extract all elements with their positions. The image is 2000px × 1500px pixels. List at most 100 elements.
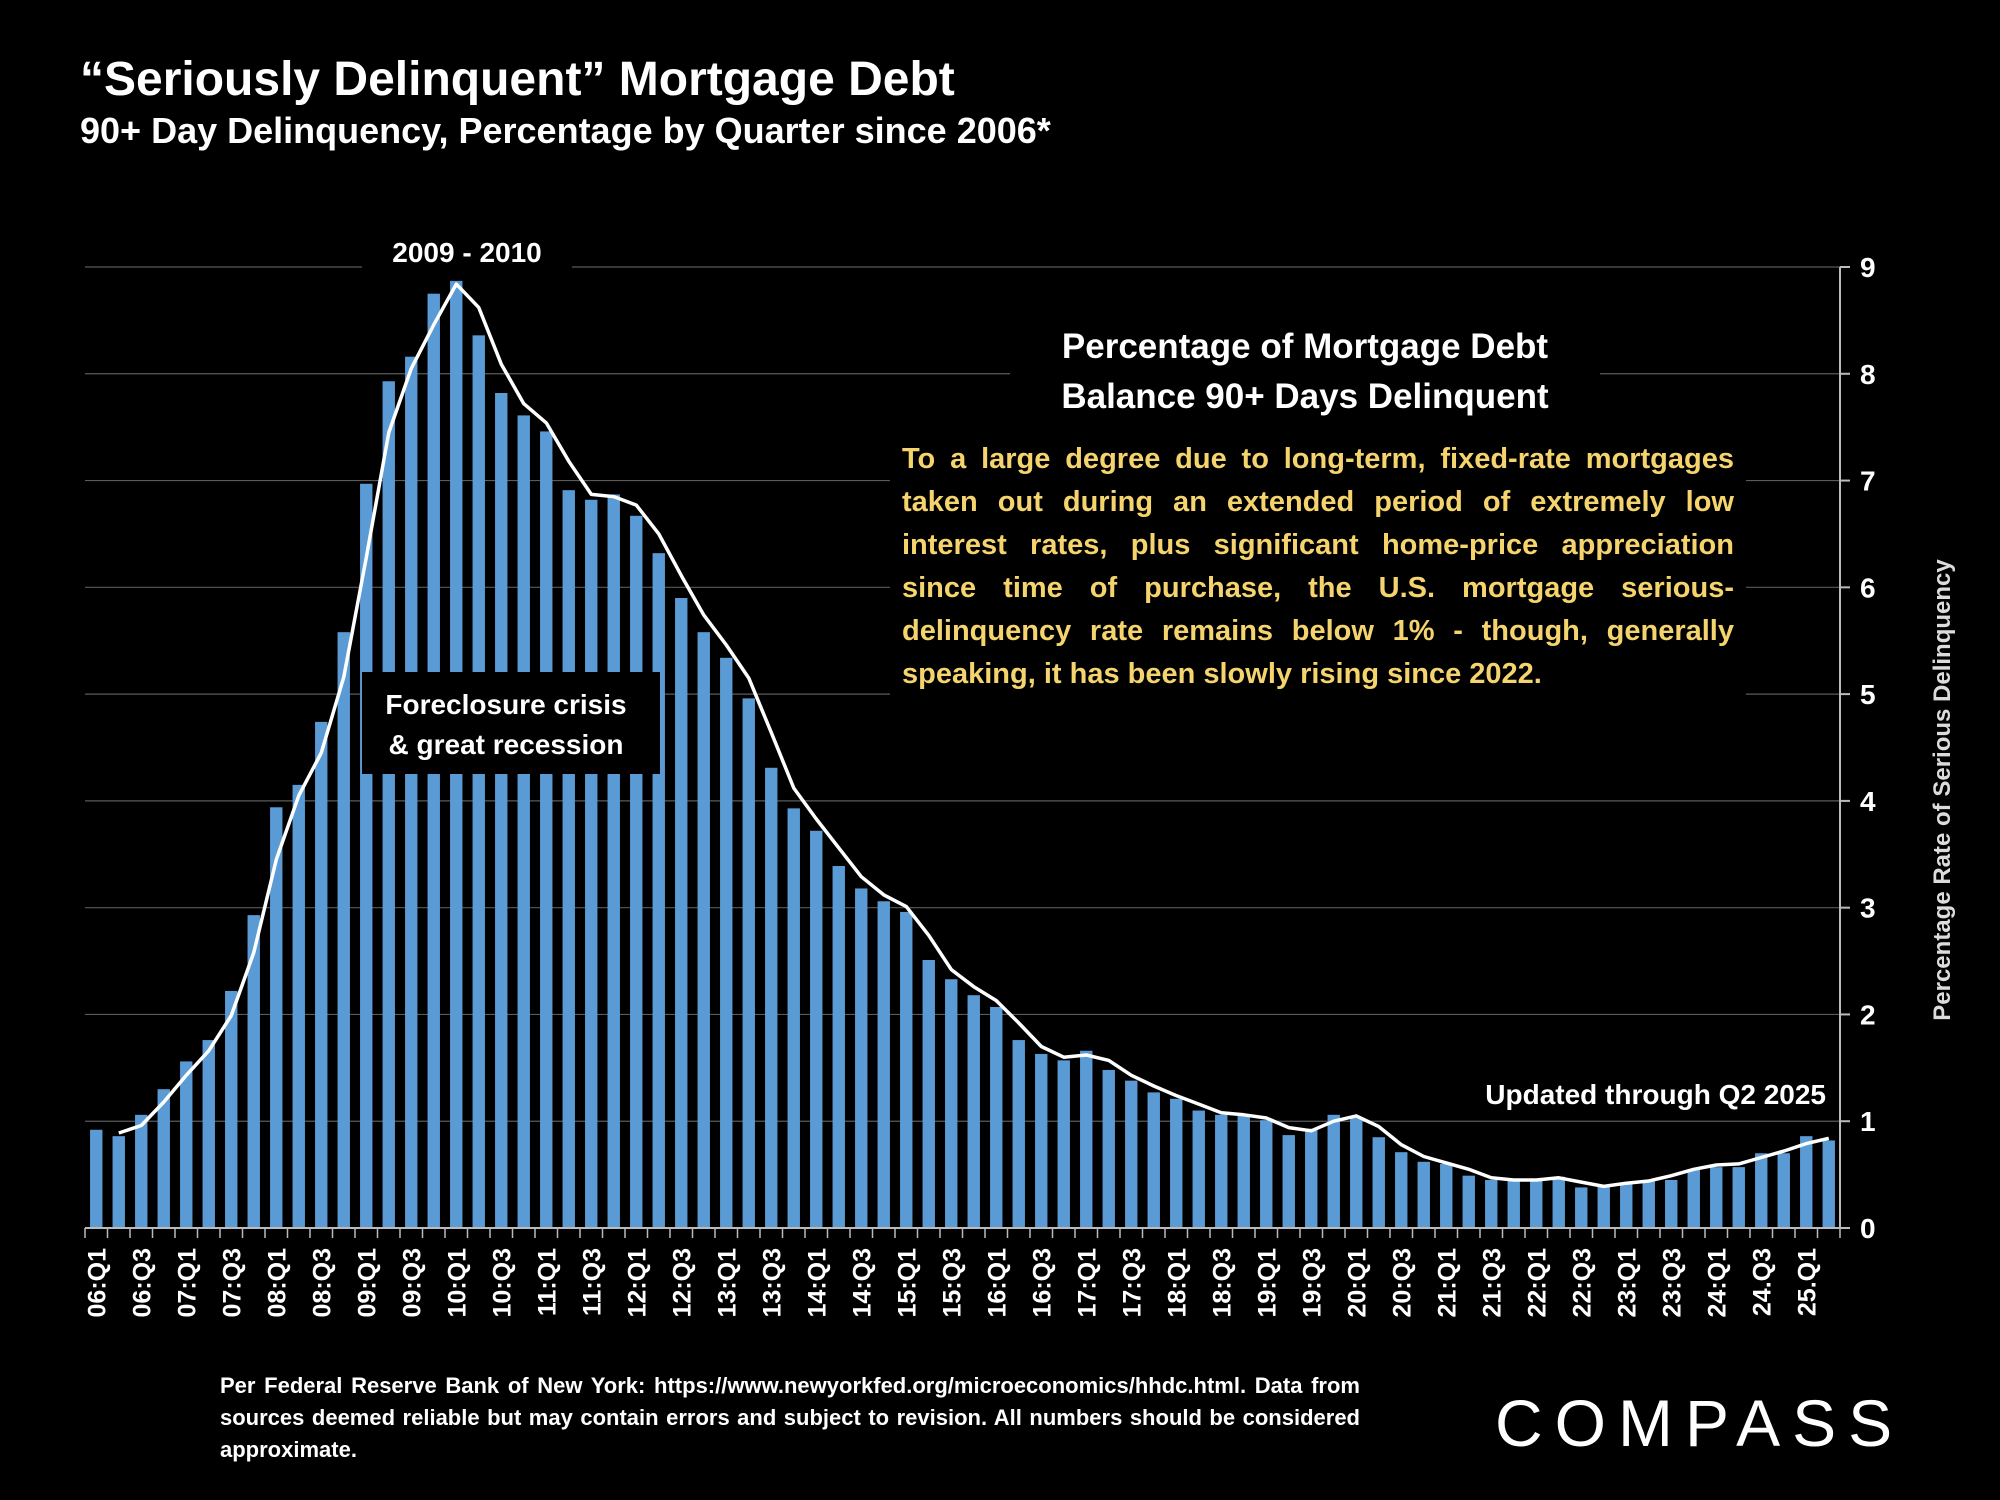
- bar: [1800, 1136, 1813, 1228]
- bar: [157, 1089, 170, 1228]
- bar: [1102, 1069, 1115, 1228]
- y-tick-label: 9: [1860, 252, 1876, 283]
- x-tick-label: 12:Q1: [623, 1248, 651, 1318]
- bar: [1440, 1163, 1453, 1228]
- callout-heading: Percentage of Mortgage Debt Balance 90+ …: [1010, 322, 1600, 422]
- bar: [1260, 1120, 1273, 1228]
- x-tick-labels: 06:Q1 06:Q3 07:Q1 07:Q3 08:Q1 08:Q3 09:Q1 09:Q3…: [83, 1248, 1821, 1318]
- y-tick-label: 0: [1860, 1213, 1876, 1244]
- x-tick-label: 19:Q1: [1253, 1248, 1281, 1318]
- x-tick-label: 18:Q1: [1163, 1248, 1191, 1318]
- bar: [562, 490, 575, 1229]
- y-tick-label: 8: [1860, 359, 1876, 390]
- x-tick-label: 25.Q1: [1793, 1248, 1821, 1316]
- bar: [765, 767, 778, 1228]
- bar: [1732, 1167, 1745, 1228]
- bar: [1080, 1050, 1093, 1228]
- bar: [630, 515, 643, 1228]
- bar: [1507, 1181, 1520, 1228]
- bar: [540, 431, 553, 1229]
- y-tick-label: 2: [1860, 999, 1876, 1030]
- x-tick-label: 23:Q1: [1613, 1248, 1641, 1318]
- bar: [1665, 1179, 1678, 1228]
- x-tick-label: 18:Q3: [1208, 1248, 1236, 1317]
- y-tick-label: 7: [1860, 466, 1876, 497]
- bar: [945, 979, 958, 1228]
- bar: [1237, 1115, 1250, 1228]
- x-tick-label: 17:Q3: [1118, 1248, 1146, 1317]
- peak-annotation-bg: [362, 230, 572, 276]
- x-tick-label: 06:Q3: [128, 1248, 156, 1317]
- bar: [742, 698, 755, 1228]
- bar: [90, 1129, 103, 1228]
- bar: [360, 483, 373, 1228]
- bar: [810, 830, 823, 1228]
- x-tick-label: 16:Q3: [1028, 1248, 1056, 1317]
- bar: [1057, 1060, 1070, 1228]
- x-tick-label: 20:Q3: [1388, 1248, 1416, 1317]
- x-tick-label: 07:Q1: [173, 1248, 201, 1318]
- x-tick-label: 09:Q3: [398, 1248, 426, 1317]
- x-tick-label: 23:Q3: [1658, 1248, 1686, 1317]
- bar: [1687, 1169, 1700, 1228]
- bar: [1755, 1153, 1768, 1228]
- x-tick-label: 20:Q1: [1343, 1248, 1371, 1318]
- trend-line: [118, 282, 1830, 1189]
- bar: [720, 657, 733, 1228]
- bar: [1597, 1186, 1610, 1228]
- y-tick-label: 4: [1860, 786, 1876, 817]
- bar: [1350, 1118, 1363, 1228]
- x-tick-label: 17:Q1: [1073, 1248, 1101, 1318]
- bar: [472, 335, 485, 1228]
- bar: [292, 784, 305, 1228]
- bar: [900, 911, 913, 1228]
- x-tick-label: 15:Q1: [893, 1248, 921, 1318]
- crisis-annotation-line1: Foreclosure crisis: [385, 689, 626, 720]
- x-tick-label: 08:Q3: [308, 1248, 336, 1317]
- y-axis-label: Percentage Rate of Serious Delinquency: [1929, 559, 1956, 1021]
- bar: [1575, 1187, 1588, 1228]
- x-tick-label: 11:Q1: [533, 1248, 561, 1316]
- x-tick-label: 06:Q1: [83, 1248, 111, 1318]
- chart-title: “Seriously Delinquent” Mortgage Debt: [80, 53, 955, 106]
- bar: [967, 995, 980, 1228]
- bar: [697, 632, 710, 1228]
- callout-heading-line1: Percentage of Mortgage Debt: [1061, 327, 1549, 366]
- bar: [832, 866, 845, 1228]
- x-tick-label: 10:Q1: [443, 1248, 471, 1318]
- bar: [1552, 1176, 1565, 1228]
- y-tick-label: 6: [1860, 572, 1876, 603]
- updated-annotation: Updated through Q2 2025: [1485, 1079, 1826, 1110]
- bar: [1305, 1128, 1318, 1228]
- bar: [1282, 1135, 1295, 1228]
- x-tick-label: 22:Q1: [1523, 1248, 1551, 1318]
- bar: [990, 1006, 1003, 1228]
- y-tick-label: 5: [1860, 679, 1876, 710]
- bar: [922, 959, 935, 1228]
- bar: [1485, 1179, 1498, 1228]
- bar: [1417, 1161, 1430, 1228]
- bar: [1620, 1184, 1633, 1228]
- bar: [135, 1114, 148, 1228]
- bar: [1192, 1110, 1205, 1228]
- x-tick-label: 16:Q1: [983, 1248, 1011, 1318]
- bar: [1012, 1040, 1025, 1228]
- bar: [1170, 1098, 1183, 1228]
- x-tick-label: 14:Q1: [803, 1248, 831, 1318]
- x-tick-label: 08:Q1: [263, 1248, 291, 1318]
- chart-subtitle: 90+ Day Delinquency, Percentage by Quart…: [80, 110, 1051, 151]
- bar: [855, 888, 868, 1228]
- bar: [1822, 1140, 1835, 1228]
- x-tick-label: 12:Q3: [668, 1248, 696, 1317]
- bar: [1777, 1153, 1790, 1228]
- x-tick-label: 13:Q1: [713, 1248, 741, 1318]
- callout-body: To a large degree due to long-term, fixe…: [890, 434, 1746, 706]
- bar: [1642, 1181, 1655, 1228]
- bar: [202, 1040, 215, 1228]
- compass-logo: COMPASS: [1495, 1386, 1905, 1460]
- x-tick-label: 15:Q3: [938, 1248, 966, 1317]
- bar: [337, 632, 350, 1228]
- x-tick-label: 21:Q1: [1433, 1248, 1461, 1318]
- axes: [84, 266, 1850, 1238]
